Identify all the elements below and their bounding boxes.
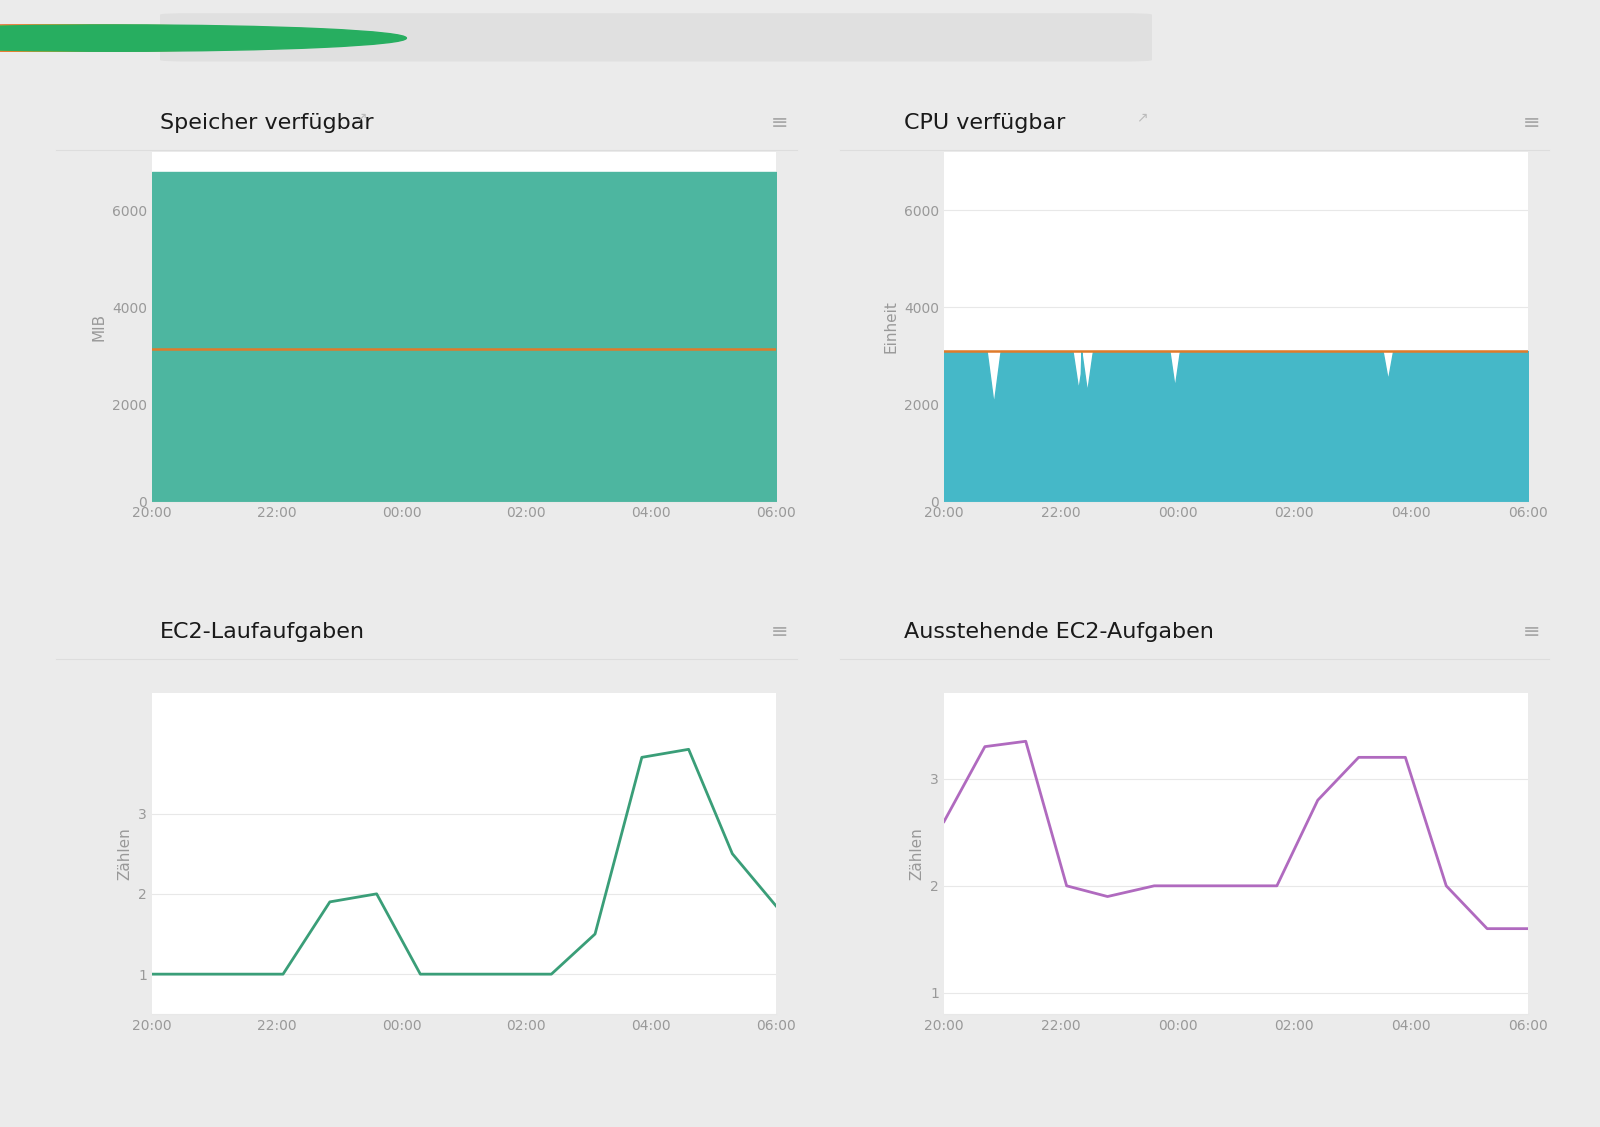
Text: ≡: ≡ — [1523, 113, 1541, 133]
Y-axis label: Zählen: Zählen — [910, 827, 925, 880]
Text: ↗: ↗ — [1136, 110, 1147, 124]
Y-axis label: MIB: MIB — [91, 313, 107, 340]
FancyBboxPatch shape — [160, 14, 1152, 62]
Text: Speicher verfügbar: Speicher verfügbar — [160, 113, 374, 133]
Y-axis label: Zählen: Zählen — [118, 827, 133, 880]
Circle shape — [0, 25, 406, 51]
Text: ≡: ≡ — [771, 622, 789, 642]
Circle shape — [0, 25, 365, 51]
Text: CPU verfügbar: CPU verfügbar — [904, 113, 1066, 133]
Text: ≡: ≡ — [771, 113, 789, 133]
Text: Ausstehende EC2-Aufgaben: Ausstehende EC2-Aufgaben — [904, 622, 1214, 642]
Text: ↗: ↗ — [355, 110, 366, 124]
Text: EC2-Laufaufgaben: EC2-Laufaufgaben — [160, 622, 365, 642]
Y-axis label: Einheit: Einheit — [883, 301, 899, 353]
Circle shape — [0, 25, 323, 51]
Text: ≡: ≡ — [1523, 622, 1541, 642]
